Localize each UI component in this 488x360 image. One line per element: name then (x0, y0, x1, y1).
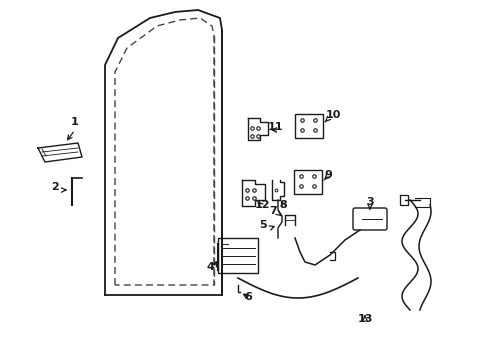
Text: 8: 8 (279, 200, 286, 210)
Text: 12: 12 (254, 200, 269, 210)
Text: 4: 4 (205, 262, 214, 272)
Text: 3: 3 (366, 197, 373, 207)
Text: 5: 5 (259, 220, 266, 230)
Text: 1: 1 (71, 117, 79, 127)
Text: 9: 9 (324, 170, 331, 180)
Bar (293, 170, 321, 194)
Text: 11: 11 (267, 122, 282, 132)
Bar (294, 114, 323, 138)
Text: 2: 2 (51, 182, 59, 192)
Text: 7: 7 (268, 206, 276, 216)
FancyBboxPatch shape (218, 238, 258, 273)
FancyBboxPatch shape (352, 208, 386, 230)
Text: 6: 6 (244, 292, 251, 302)
Text: 10: 10 (325, 110, 340, 120)
Text: 13: 13 (357, 314, 372, 324)
